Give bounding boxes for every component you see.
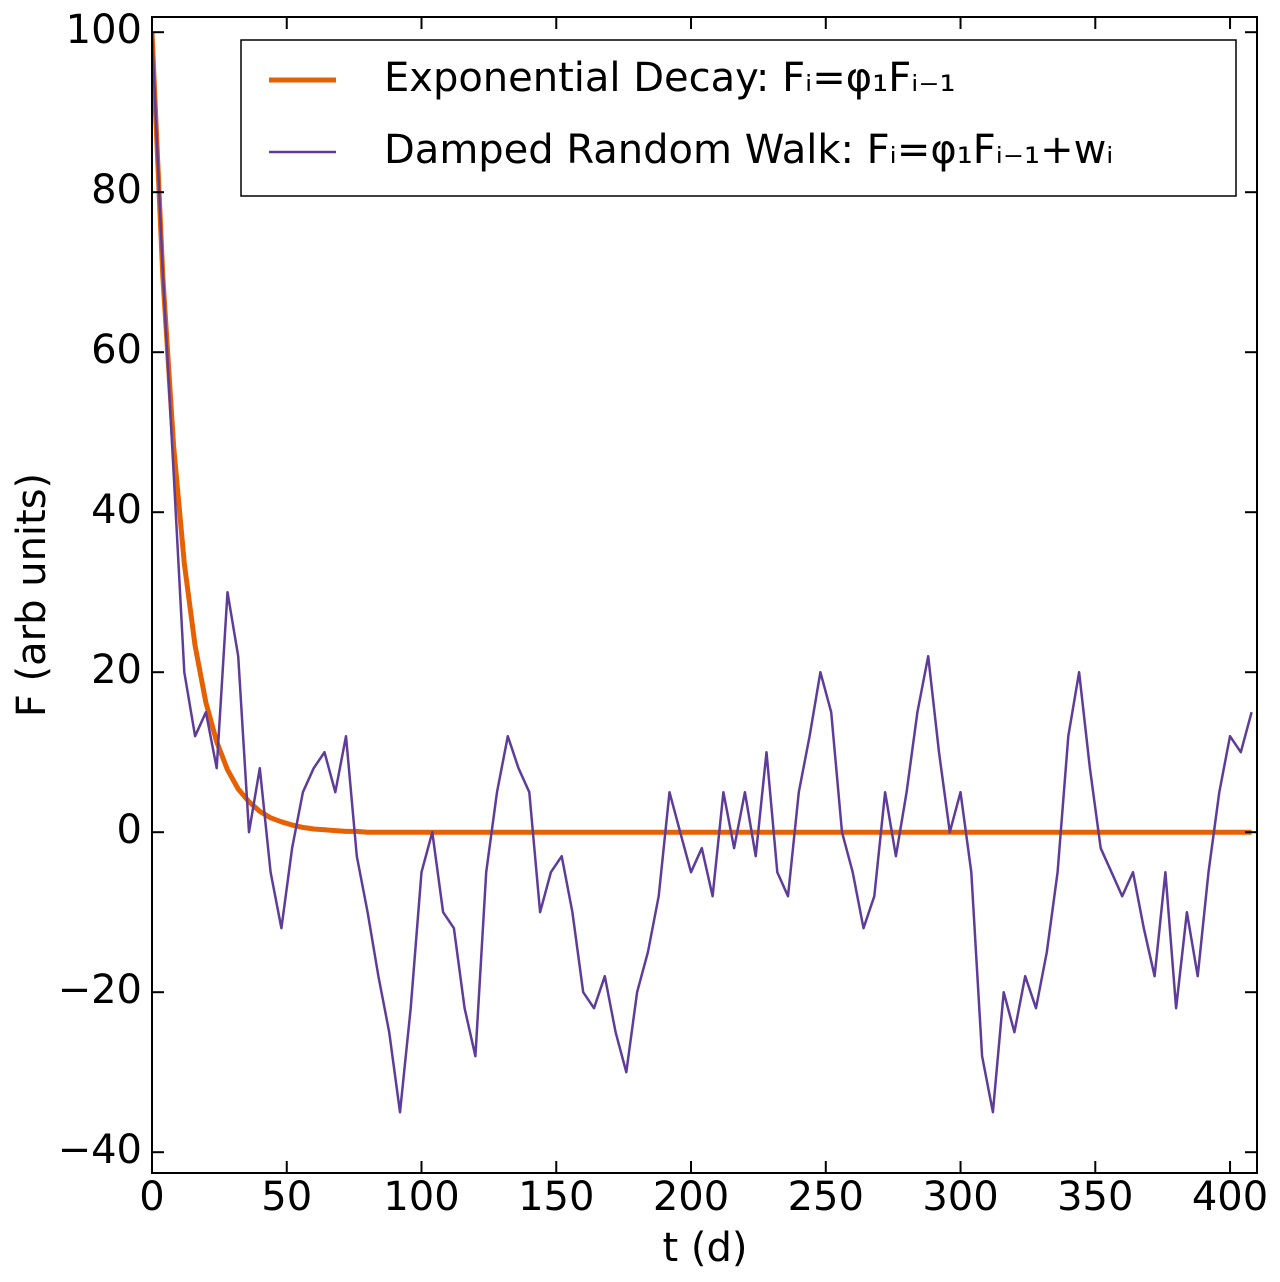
- x-tick-label: 200: [653, 1174, 729, 1220]
- y-tick-label: 20: [91, 647, 142, 693]
- y-tick-label: −40: [58, 1127, 142, 1173]
- series-line: [152, 32, 1252, 835]
- legend-label: Exponential Decay: Fᵢ=φ₁Fᵢ₋₁: [384, 55, 956, 101]
- y-tick-label: 0: [117, 807, 142, 853]
- x-tick-label: 0: [139, 1174, 164, 1220]
- x-tick-label: 350: [1057, 1174, 1133, 1220]
- y-axis-label: F (arb units): [9, 473, 55, 717]
- legend-label: Damped Random Walk: Fᵢ=φ₁Fᵢ₋₁+wᵢ: [384, 127, 1113, 173]
- x-axis-label: t (d): [663, 1225, 748, 1271]
- y-tick-label: −20: [58, 967, 142, 1013]
- x-tick-label: 400: [1192, 1174, 1268, 1220]
- x-tick-label: 50: [261, 1174, 312, 1220]
- plot-frame: [151, 16, 1258, 1174]
- y-tick-label: 40: [91, 487, 142, 533]
- x-tick-label: 300: [922, 1174, 998, 1220]
- y-tick-label: 80: [91, 167, 142, 213]
- legend-box: [240, 39, 1237, 197]
- y-tick-label: 100: [66, 7, 142, 53]
- x-tick-label: 250: [788, 1174, 864, 1220]
- x-tick-label: 150: [518, 1174, 594, 1220]
- y-tick-label: 60: [91, 327, 142, 373]
- x-tick-label: 100: [383, 1174, 459, 1220]
- series-line: [152, 32, 1253, 1114]
